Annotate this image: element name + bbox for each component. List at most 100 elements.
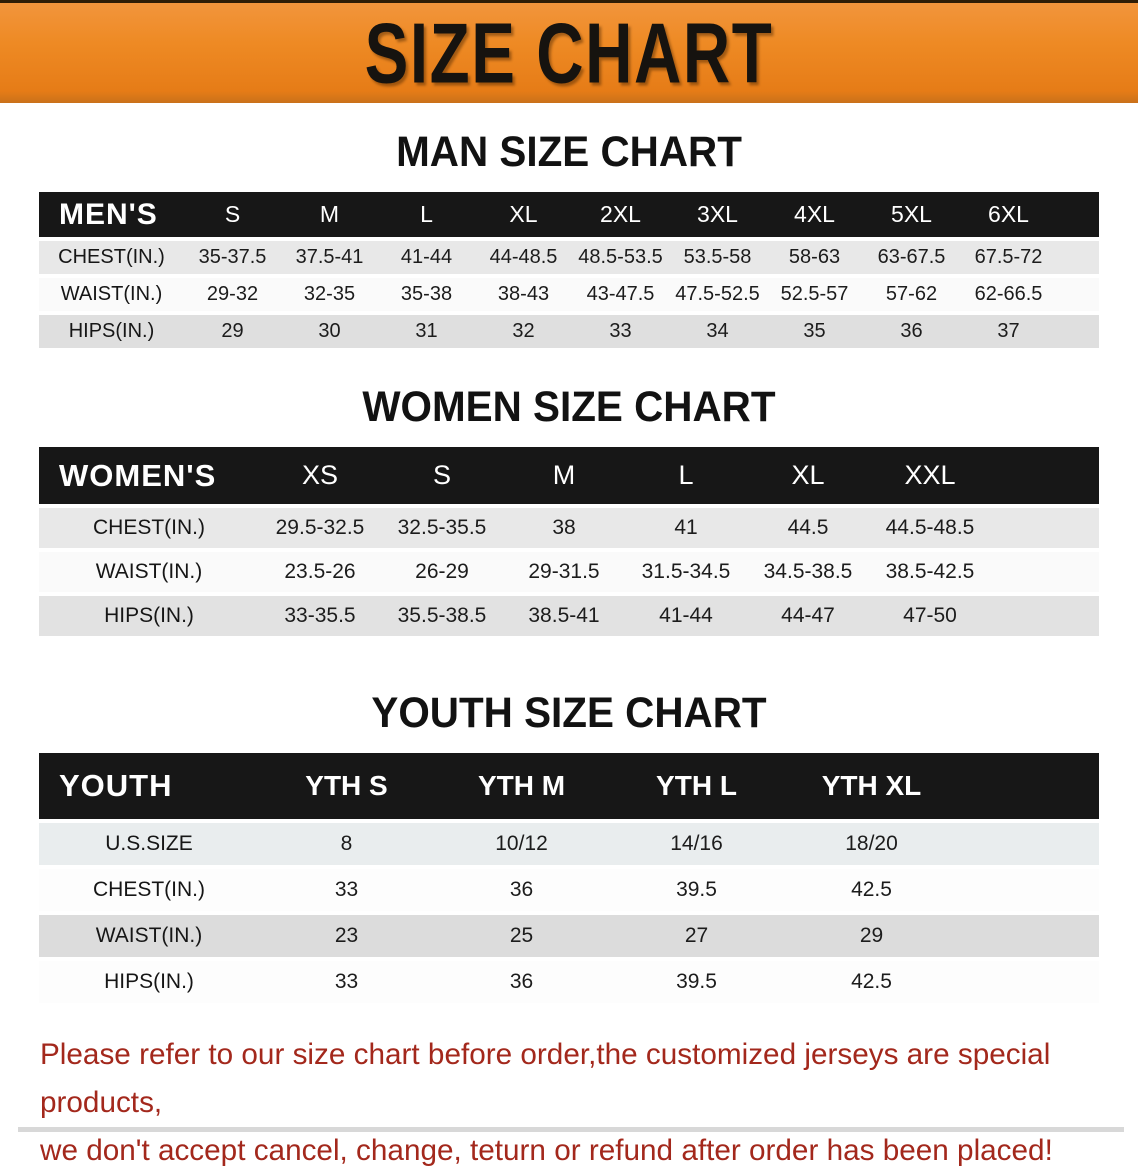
cell-filler xyxy=(1057,278,1099,311)
table-row: HIPS(IN.) 33-35.5 35.5-38.5 38.5-41 41-4… xyxy=(39,596,1099,636)
cell: 38.5-42.5 xyxy=(885,560,975,583)
cell: 57-62 xyxy=(885,283,938,305)
youth-corner-label: YOUTH xyxy=(59,768,173,803)
column-header: S xyxy=(432,460,451,490)
cell: 27 xyxy=(684,924,709,947)
column-header: M xyxy=(319,201,340,227)
column-header: XS xyxy=(301,460,339,490)
cell: 41-44 xyxy=(400,246,453,268)
header-filler xyxy=(991,447,1099,504)
cell: 33-35.5 xyxy=(284,604,356,627)
cell: 31 xyxy=(415,320,438,342)
cell: 63-67.5 xyxy=(877,246,946,268)
cell: 23 xyxy=(334,924,359,947)
men-corner-label: MEN'S xyxy=(59,197,158,231)
cell: 53.5-58 xyxy=(683,246,752,268)
table-row: HIPS(IN.) 33 36 39.5 42.5 xyxy=(39,961,1099,1003)
cell: 38 xyxy=(552,516,576,539)
column-header: 3XL xyxy=(697,201,738,227)
cell: 62-66.5 xyxy=(974,283,1043,305)
youth-header-row: YOUTH YTH S YTH M YTH L YTH XL xyxy=(39,753,1099,819)
column-header: 2XL xyxy=(600,201,641,227)
row-label: CHEST(IN.) xyxy=(93,878,205,901)
column-header: 6XL xyxy=(988,201,1029,227)
policy-line-2: we don't accept cancel, change, teturn o… xyxy=(40,1134,1053,1167)
cell: 44.5 xyxy=(787,516,829,539)
cell: 29-31.5 xyxy=(528,560,600,583)
row-label: HIPS(IN.) xyxy=(104,970,194,993)
row-label: WAIST(IN.) xyxy=(95,924,203,947)
bottom-edge-strip xyxy=(18,1127,1124,1132)
cell: 38-43 xyxy=(497,283,550,305)
cell: 34.5-38.5 xyxy=(763,560,853,583)
cell: 42.5 xyxy=(851,970,892,993)
table-row: WAIST(IN.) 29-32 32-35 35-38 38-43 43-47… xyxy=(39,278,1099,311)
women-section-heading: WOMEN SIZE CHART xyxy=(362,383,776,431)
column-header: YTH XL xyxy=(821,770,922,801)
men-section-heading: MAN SIZE CHART xyxy=(396,128,742,176)
cell: 33 xyxy=(609,320,632,342)
column-header: 5XL xyxy=(891,201,932,227)
cell: 23.5-26 xyxy=(284,560,356,583)
cell: 34 xyxy=(706,320,729,342)
cell: 36 xyxy=(900,320,923,342)
youth-section-heading: YOUTH SIZE CHART xyxy=(371,689,767,737)
cell: 36 xyxy=(509,878,534,901)
cell: 47-50 xyxy=(903,604,957,627)
cell: 31.5-34.5 xyxy=(641,560,731,583)
men-size-table: MEN'S S M L XL 2XL 3XL 4XL 5XL 6XL CHEST… xyxy=(39,188,1099,352)
row-label: U.S.SIZE xyxy=(105,832,193,855)
women-size-table: WOMEN'S XS S M L XL XXL CHEST(IN.) 29.5-… xyxy=(39,443,1099,640)
row-label: CHEST(IN.) xyxy=(58,246,165,268)
cell: 44-48.5 xyxy=(489,246,558,268)
table-row: WAIST(IN.) 23 25 27 29 xyxy=(39,915,1099,957)
women-header-row: WOMEN'S XS S M L XL XXL xyxy=(39,447,1099,504)
column-header: L xyxy=(420,201,433,227)
header-filler xyxy=(959,753,1099,819)
cell: 35-37.5 xyxy=(198,246,267,268)
cell: 43-47.5 xyxy=(586,283,655,305)
column-header: M xyxy=(552,460,576,490)
column-header: 4XL xyxy=(794,201,835,227)
column-header: L xyxy=(678,460,694,490)
cell: 44-47 xyxy=(781,604,835,627)
cell: 10/12 xyxy=(495,832,548,855)
cell: 32.5-35.5 xyxy=(397,516,487,539)
column-header: YTH S xyxy=(305,770,388,801)
cell: 47.5-52.5 xyxy=(675,283,760,305)
cell-filler xyxy=(959,823,1099,865)
column-header: YTH L xyxy=(656,770,737,801)
column-header: S xyxy=(224,201,241,227)
table-row: CHEST(IN.) 33 36 39.5 42.5 xyxy=(39,869,1099,911)
cell-filler xyxy=(991,508,1099,548)
column-header: YTH M xyxy=(477,770,566,801)
cell: 18/20 xyxy=(845,832,898,855)
cell: 52.5-57 xyxy=(780,283,849,305)
policy-line-1: Please refer to our size chart before or… xyxy=(40,1038,1051,1119)
cell: 39.5 xyxy=(676,878,717,901)
cell-filler xyxy=(991,596,1099,636)
cell: 37 xyxy=(997,320,1020,342)
cell: 29 xyxy=(221,320,244,342)
cell: 29-32 xyxy=(206,283,259,305)
men-header-row: MEN'S S M L XL 2XL 3XL 4XL 5XL 6XL xyxy=(39,192,1099,237)
cell-filler xyxy=(959,961,1099,1003)
cell: 35 xyxy=(803,320,826,342)
cell: 58-63 xyxy=(788,246,841,268)
cell: 14/16 xyxy=(670,832,723,855)
cell: 29 xyxy=(859,924,884,947)
cell: 25 xyxy=(509,924,534,947)
cell-filler xyxy=(1057,315,1099,348)
column-header: XL xyxy=(509,201,538,227)
cell: 33 xyxy=(334,970,359,993)
cell: 33 xyxy=(334,878,359,901)
cell: 48.5-53.5 xyxy=(578,246,663,268)
order-policy-note: Please refer to our size chart before or… xyxy=(40,1031,1110,1175)
cell: 42.5 xyxy=(851,878,892,901)
cell: 29.5-32.5 xyxy=(275,516,365,539)
cell: 32 xyxy=(512,320,535,342)
cell: 39.5 xyxy=(676,970,717,993)
cell: 38.5-41 xyxy=(528,604,600,627)
table-row: U.S.SIZE 8 10/12 14/16 18/20 xyxy=(39,823,1099,865)
cell: 41-44 xyxy=(659,604,713,627)
